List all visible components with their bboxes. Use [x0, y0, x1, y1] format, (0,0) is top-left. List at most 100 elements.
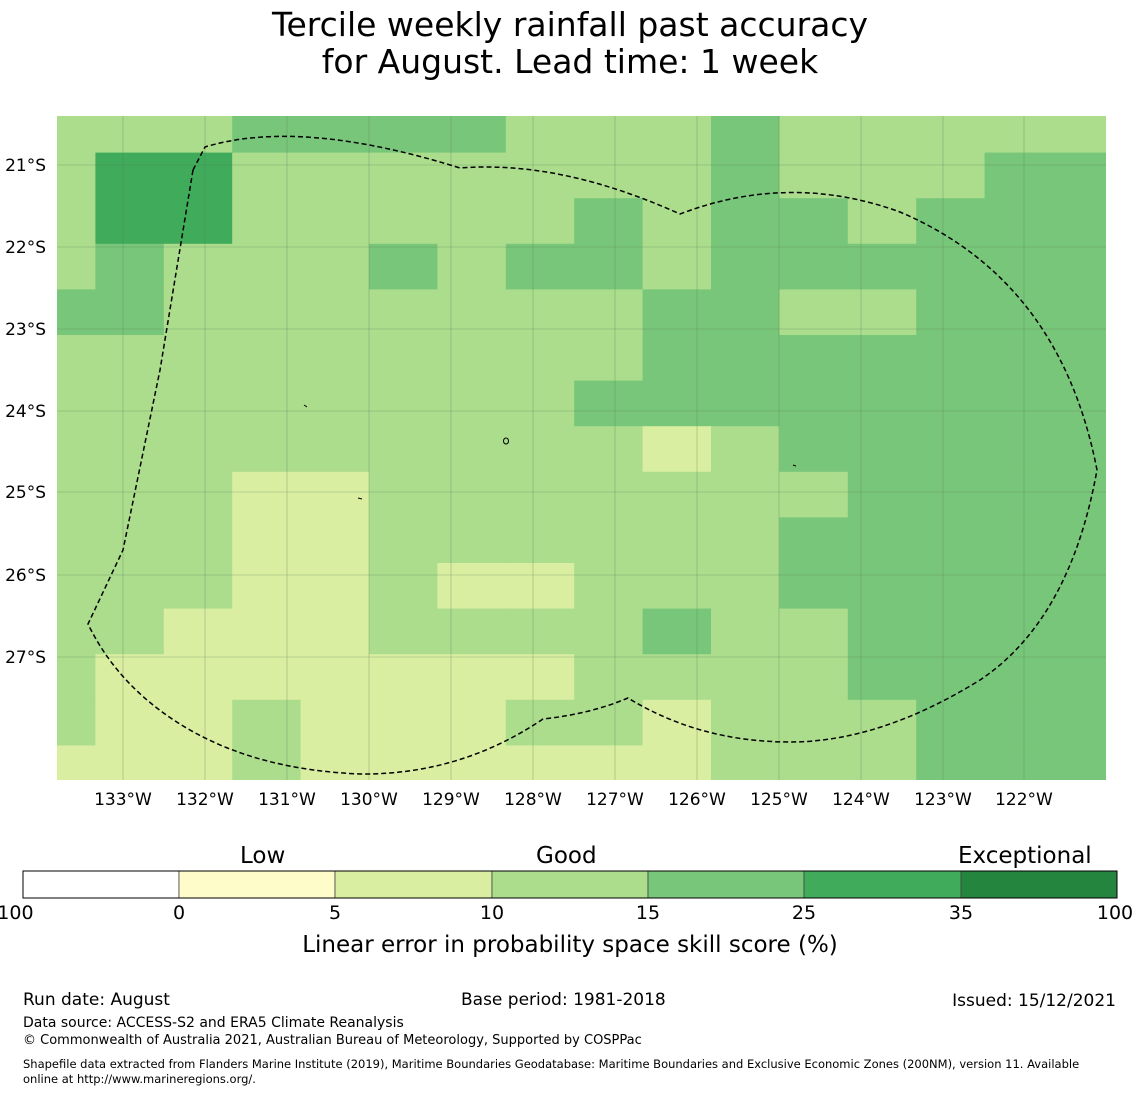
grid-cell [163, 335, 233, 382]
grid-cell [505, 563, 575, 610]
grid-cell [369, 608, 438, 655]
grid-cell [574, 426, 644, 473]
grid-cell [369, 563, 438, 610]
grid-cell [1053, 152, 1106, 199]
grid-cell [984, 243, 1054, 290]
colorbar-tick-label: 5 [328, 902, 342, 924]
grid-cell [984, 699, 1054, 746]
longitude-label: 127°W [586, 790, 644, 810]
longitude-label: 122°W [995, 790, 1053, 810]
grid-cell [916, 563, 986, 610]
grid-cell [437, 152, 507, 199]
grid-cell [505, 745, 575, 780]
grid-cell [574, 152, 644, 199]
grid-cell [1053, 563, 1106, 610]
grid-cell [1053, 335, 1106, 382]
latitude-label: 25°S [5, 483, 46, 503]
grid-cell [984, 152, 1054, 199]
grid-cell [847, 517, 917, 564]
grid-cell [95, 471, 165, 518]
legend-heading-exceptional: Exceptional [958, 843, 1092, 869]
longitude-label: 123°W [914, 790, 972, 810]
grid-cell [711, 699, 780, 746]
grid-cell [1053, 654, 1106, 701]
colorbar-tick-label: 15 [635, 902, 661, 924]
grid-cell [232, 335, 302, 382]
grid-cell [711, 608, 780, 655]
grid-cell [574, 654, 644, 701]
grid-cell [300, 380, 370, 427]
colorbar-segment [803, 870, 962, 899]
run-date: Run date: August [23, 990, 170, 1010]
graticule [57, 116, 1106, 780]
grid-cell [916, 654, 986, 701]
grid-cell [779, 289, 849, 336]
grid-cell [779, 699, 849, 746]
grid-cell [847, 654, 917, 701]
grid-cell [1053, 791, 1122, 837]
grid-cell [505, 699, 575, 746]
grid-cell [505, 335, 575, 382]
grid-cell [916, 335, 986, 382]
grid-cell [847, 608, 917, 655]
grid-cell [505, 517, 575, 564]
grid-cell [984, 380, 1054, 427]
shapefile-credit-line-2: online at http://www.marineregions.org/. [23, 1072, 256, 1086]
colorbar-tick-label: 25 [791, 902, 817, 924]
grid-cell [847, 243, 917, 290]
longitude-label: 129°W [422, 790, 480, 810]
grid-cell [916, 198, 986, 245]
grid-cell [95, 563, 165, 610]
colorbar-tick-label: -100 [0, 902, 34, 924]
grid-cell [369, 335, 438, 382]
grid-cell [232, 116, 302, 154]
grid-cell [300, 699, 370, 746]
grid-cell [232, 745, 302, 780]
grid-cell [916, 699, 986, 746]
grid-cell [437, 745, 507, 780]
grid-cell [574, 563, 644, 610]
grid-cell [642, 426, 712, 473]
grid-cell [779, 654, 849, 701]
grid-cell [437, 335, 507, 382]
grid-cell [437, 426, 507, 473]
grid-cell [1053, 608, 1106, 655]
grid-cell [574, 471, 644, 518]
grid-cell [95, 152, 165, 199]
grid-cell [95, 380, 165, 427]
title-line-2: for August. Lead time: 1 week [321, 42, 819, 81]
grid-cell [57, 243, 96, 290]
grid-cell [984, 198, 1054, 245]
grid-cell [574, 745, 644, 780]
grid-cell [163, 608, 233, 655]
grid-cell [916, 289, 986, 336]
grid-cell [642, 380, 712, 427]
grid-cell [711, 471, 780, 518]
grid-cell [300, 517, 370, 564]
grid-cell [711, 198, 780, 245]
grid-cell [779, 380, 849, 427]
colorbar-segment [647, 870, 805, 899]
latitude-label: 26°S [5, 566, 46, 586]
grid-cell [369, 152, 438, 199]
grid-cell [95, 198, 165, 245]
colorbar-segment [334, 870, 493, 899]
grid-cell [1053, 116, 1106, 154]
grid-cell [163, 563, 233, 610]
grid-cell [847, 563, 917, 610]
grid-cell [57, 517, 96, 564]
grid-cell [642, 198, 712, 245]
grid-cell [57, 198, 96, 245]
grid-cell [163, 654, 233, 701]
grid-cell [711, 116, 780, 154]
island-mark [792, 464, 797, 467]
grid-cell [505, 289, 575, 336]
grid-cell [437, 699, 507, 746]
grid-cell [1053, 380, 1106, 427]
grid-cell [369, 243, 438, 290]
grid-cell [57, 116, 96, 154]
colorbar-segment [960, 870, 1118, 899]
colorbar-segment [22, 870, 180, 899]
copyright-notice: © Commonwealth of Australia 2021, Austra… [23, 1033, 642, 1048]
grid-cell [916, 243, 986, 290]
